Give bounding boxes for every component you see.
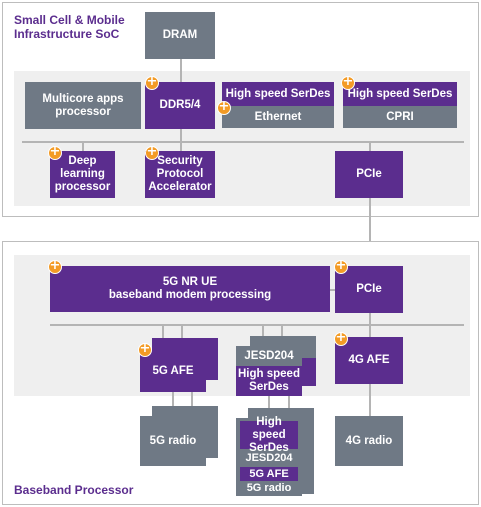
deep-learning-box: Deep learning processor [50, 151, 115, 198]
soc-title: Small Cell & Mobile Infrastructure SoC [14, 13, 125, 41]
afe-5g-box: 5G AFE [140, 350, 206, 392]
afe4g-radio-line [369, 384, 371, 416]
orange-plus-icon: + [341, 74, 355, 90]
orange-plus-icon: + [48, 258, 62, 274]
soc-baseband-pcie-link [369, 198, 371, 266]
deep-learning-bus-line [82, 141, 84, 151]
baseband-title: Baseband Processor [14, 483, 134, 497]
mid-radio-line-2 [288, 386, 290, 408]
radio-stack-serdes: High speed SerDes [240, 416, 298, 454]
serdes-mid-box: High speed SerDes [236, 366, 302, 396]
modem-pcie-line [329, 289, 335, 291]
baseband-pcie-box: PCIe [335, 266, 403, 313]
mid-radio-line-1 [268, 396, 270, 418]
orange-plus-icon: + [138, 341, 152, 357]
orange-plus-icon: + [217, 99, 231, 115]
afe5g-bus-line-1 [162, 324, 164, 338]
mid-bus-line-1 [262, 324, 264, 336]
mid-bus-line-2 [281, 324, 283, 336]
dram-box: DRAM [145, 12, 215, 59]
afe-4g-box: 4G AFE [335, 337, 403, 384]
baseband-bus-line [50, 324, 464, 326]
modem-processing-box: 5G NR UE baseband modem processing [50, 266, 330, 312]
orange-plus-icon: + [145, 74, 159, 90]
orange-plus-icon: + [334, 258, 348, 274]
pcie-bus-vertical [369, 313, 371, 337]
afe5g-bus-line-2 [181, 324, 183, 338]
ddr-box: DDR5/4 [145, 82, 215, 129]
ddr-bus-line [180, 129, 182, 142]
multicore-processor-box: Multicore apps processor [25, 82, 141, 129]
soc-bus-line [22, 141, 464, 143]
jesd204-box: JESD204 [236, 346, 302, 366]
radio-5g-box: 5G radio [140, 416, 206, 466]
afe5g-radio-line-2 [191, 386, 193, 406]
orange-plus-icon: + [145, 144, 159, 160]
pcie-bus-line [369, 141, 371, 151]
serdes-ethernet-top: High speed SerDes [222, 82, 334, 106]
dram-ddr-line [180, 58, 182, 82]
radio-stack-radio: 5G radio [240, 482, 298, 495]
orange-plus-icon: + [48, 144, 62, 160]
security-bus-line [180, 141, 182, 151]
serdes-cpri-bottom: CPRI [343, 106, 457, 128]
orange-plus-icon: + [334, 330, 348, 346]
radio-stack-jesd204: JESD204 [240, 451, 298, 465]
afe5g-radio-line-1 [172, 392, 174, 416]
serdes-cpri-top: High speed SerDes [343, 82, 457, 106]
serdes-ethernet-bottom: Ethernet [222, 106, 334, 128]
soc-pcie-box: PCIe [335, 151, 403, 198]
radio-4g-box: 4G radio [335, 416, 403, 466]
radio-stack-afe: 5G AFE [240, 467, 298, 481]
